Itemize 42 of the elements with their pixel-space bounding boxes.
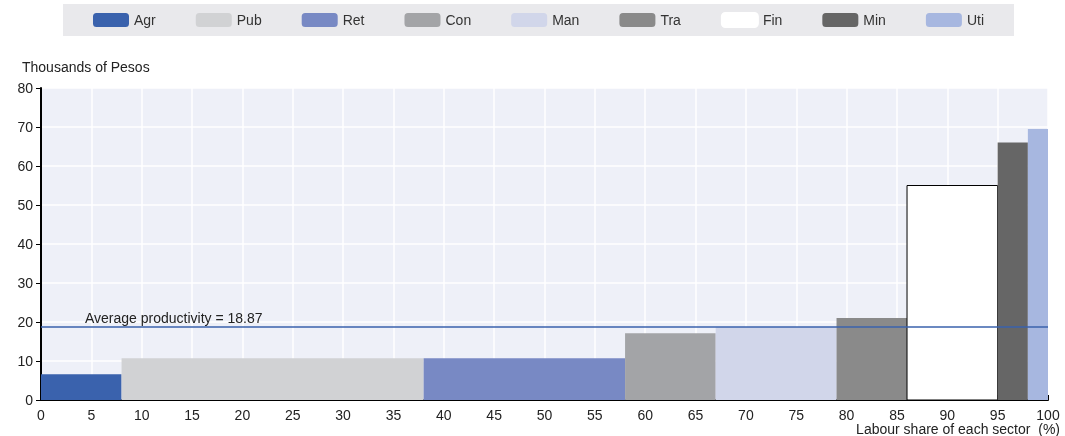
y-tick-label: 60 xyxy=(17,158,34,174)
y-tick-label: 50 xyxy=(17,197,34,213)
x-tick-label: 80 xyxy=(838,407,855,423)
y-tick-label: 70 xyxy=(17,119,34,135)
legend-label: Con xyxy=(445,12,472,28)
x-tick-label: 60 xyxy=(637,407,654,423)
x-tick-label: 55 xyxy=(587,407,603,423)
x-tick-label: 100 xyxy=(1036,407,1060,423)
x-tick-label: 0 xyxy=(37,407,46,423)
x-tick-label: 10 xyxy=(133,407,150,423)
x-tick-label: 35 xyxy=(385,407,402,423)
x-tick-label: 20 xyxy=(234,407,251,423)
legend-label: Uti xyxy=(966,12,985,28)
legend-label: Min xyxy=(863,12,886,28)
y-tick-label: 80 xyxy=(17,80,34,96)
x-tick-label: 95 xyxy=(989,407,1006,423)
x-tick-label: 30 xyxy=(335,407,352,423)
x-tick-label: 45 xyxy=(486,407,503,423)
legend-label: Pub xyxy=(236,12,262,28)
x-tick-label: 25 xyxy=(284,407,301,423)
ref-line-label: Average productivity = 18.87 xyxy=(85,310,263,327)
x-tick-label: 50 xyxy=(536,407,553,423)
x-tick-label: 70 xyxy=(738,407,754,423)
x-tick-label: 40 xyxy=(436,407,452,423)
y-tick-label: 40 xyxy=(17,236,34,252)
x-tick-label: 65 xyxy=(687,407,704,423)
y-tick-label: 0 xyxy=(25,392,34,408)
x-axis-title: Labour share of each sector (%) xyxy=(856,421,1060,436)
legend-label: Agr xyxy=(134,12,157,28)
legend-label: Ret xyxy=(342,12,365,28)
x-tick-label: 5 xyxy=(87,407,96,423)
y-tick-label: 30 xyxy=(17,275,34,291)
y-tick-label: 10 xyxy=(17,353,34,369)
x-tick-label: 85 xyxy=(889,407,905,423)
x-tick-label: 75 xyxy=(788,407,805,423)
y-axis-title: Thousands of Pesos xyxy=(22,59,150,75)
legend-label: Tra xyxy=(660,12,682,28)
x-tick-label: 90 xyxy=(939,407,956,423)
legend-label: Fin xyxy=(762,12,783,28)
y-tick-label: 20 xyxy=(17,314,34,330)
x-tick-label: 15 xyxy=(184,407,201,423)
legend-label: Man xyxy=(552,12,580,28)
